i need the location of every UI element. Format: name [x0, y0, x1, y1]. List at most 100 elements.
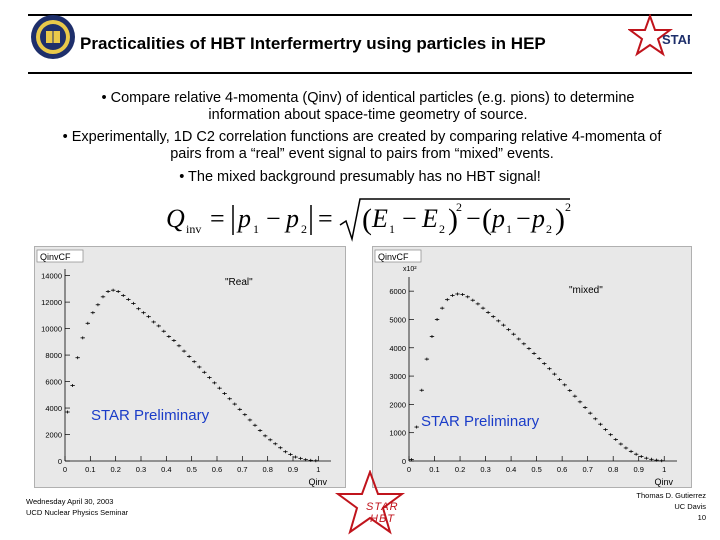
x-tick-label: 0.8	[262, 465, 272, 474]
x-tick-label: 0	[63, 465, 67, 474]
real-plot-preliminary: STAR Preliminary	[91, 407, 210, 424]
formula-p2b-sub: 2	[546, 222, 552, 236]
plot-annotation: "mixed"	[569, 285, 603, 296]
formula-p2b: p	[530, 204, 545, 233]
plot-title: QinvCF	[378, 252, 409, 262]
y-tick-label: 5000	[389, 315, 406, 324]
data-point	[141, 311, 146, 315]
x-tick-label: 0.2	[110, 465, 120, 474]
plot-annotation: "Real"	[225, 277, 253, 288]
plot-multiplier: x10²	[403, 266, 417, 273]
data-point	[491, 315, 496, 319]
data-point	[222, 391, 227, 395]
data-point	[293, 455, 298, 459]
data-point	[237, 407, 242, 411]
y-tick-label: 6000	[389, 287, 406, 296]
data-point	[613, 437, 618, 441]
data-point	[475, 302, 481, 306]
data-point	[526, 347, 532, 351]
data-point	[146, 315, 151, 319]
plot-title: QinvCF	[40, 252, 71, 262]
formula-p1-sub: 1	[253, 222, 259, 236]
data-point	[455, 292, 460, 296]
footer-left: Wednesday April 30, 2003 UCD Nuclear Phy…	[26, 496, 128, 518]
formula-p2-sub: 2	[301, 222, 307, 236]
data-point	[577, 400, 583, 404]
x-tick-label: 0.3	[480, 465, 490, 474]
data-point	[166, 335, 172, 339]
y-tick-label: 4000	[389, 344, 406, 353]
data-point	[501, 323, 506, 327]
formula-p1b: p	[490, 204, 505, 233]
formula-lhs-sub: inv	[186, 222, 201, 236]
formula-e2: E	[421, 204, 438, 233]
data-point	[232, 402, 237, 406]
x-tick-label: 0.5	[531, 465, 541, 474]
data-point	[603, 428, 608, 432]
data-point	[598, 422, 603, 426]
formula-minus-2: −	[402, 204, 417, 233]
x-tick-label: 0.8	[608, 465, 618, 474]
data-point	[439, 306, 445, 310]
y-tick-label: 4000	[45, 404, 62, 413]
x-tick-label: 1	[662, 465, 666, 474]
data-point	[608, 433, 613, 437]
x-tick-label: 0.3	[136, 465, 146, 474]
star-logo-icon: STAR	[628, 14, 690, 57]
star-hbt-line1: STAR	[366, 501, 399, 513]
data-point	[470, 298, 476, 302]
data-point	[313, 459, 318, 463]
data-point	[521, 342, 527, 346]
y-tick-label: 1000	[389, 429, 406, 438]
x-tick-label: 0.6	[557, 465, 567, 474]
y-tick-label: 8000	[45, 351, 62, 360]
data-point	[516, 337, 521, 341]
data-point	[95, 303, 101, 307]
data-point	[298, 456, 303, 460]
data-point	[176, 344, 182, 348]
plot-title-box	[36, 249, 84, 263]
data-point	[536, 357, 542, 361]
formula-exp-2: 2	[565, 200, 571, 214]
data-point	[649, 457, 654, 461]
formula-exp-1: 2	[456, 200, 462, 214]
data-point	[429, 334, 435, 338]
data-point	[75, 356, 80, 360]
x-tick-label: 0.7	[237, 465, 247, 474]
data-point	[623, 446, 629, 450]
formula-minus-3: −	[466, 204, 481, 233]
y-tick-label: 6000	[45, 378, 62, 387]
data-point	[409, 458, 414, 462]
data-point	[511, 332, 516, 336]
data-point	[100, 295, 106, 299]
x-tick-label: 0.9	[288, 465, 298, 474]
x-tick-label: 0.4	[161, 465, 171, 474]
formula-e1: E	[371, 204, 388, 233]
data-point	[116, 290, 121, 294]
y-tick-label: 12000	[41, 298, 62, 307]
data-point	[557, 377, 562, 381]
svg-text:(: (	[482, 203, 492, 236]
data-point	[659, 459, 664, 463]
data-point	[278, 446, 283, 450]
footer-right: Thomas D. Gutierrez UC Davis 10	[636, 490, 706, 523]
data-point	[480, 306, 486, 310]
data-point	[628, 449, 634, 453]
plot-title-box	[374, 249, 422, 263]
footer-page-number: 10	[697, 513, 706, 522]
data-point	[450, 293, 455, 297]
data-point	[70, 384, 75, 388]
data-point	[192, 360, 197, 364]
mixed-plot-preliminary: STAR Preliminary	[421, 413, 540, 430]
data-point	[414, 425, 419, 429]
data-point	[588, 411, 593, 415]
x-tick-label: 0.5	[186, 465, 196, 474]
data-point	[572, 394, 578, 398]
formula-e2-sub: 2	[439, 222, 445, 236]
data-point	[593, 417, 598, 421]
data-point	[424, 357, 430, 361]
formula-e1-sub: 1	[389, 222, 395, 236]
data-point	[262, 434, 268, 438]
data-point	[547, 367, 552, 371]
data-point	[126, 297, 131, 301]
